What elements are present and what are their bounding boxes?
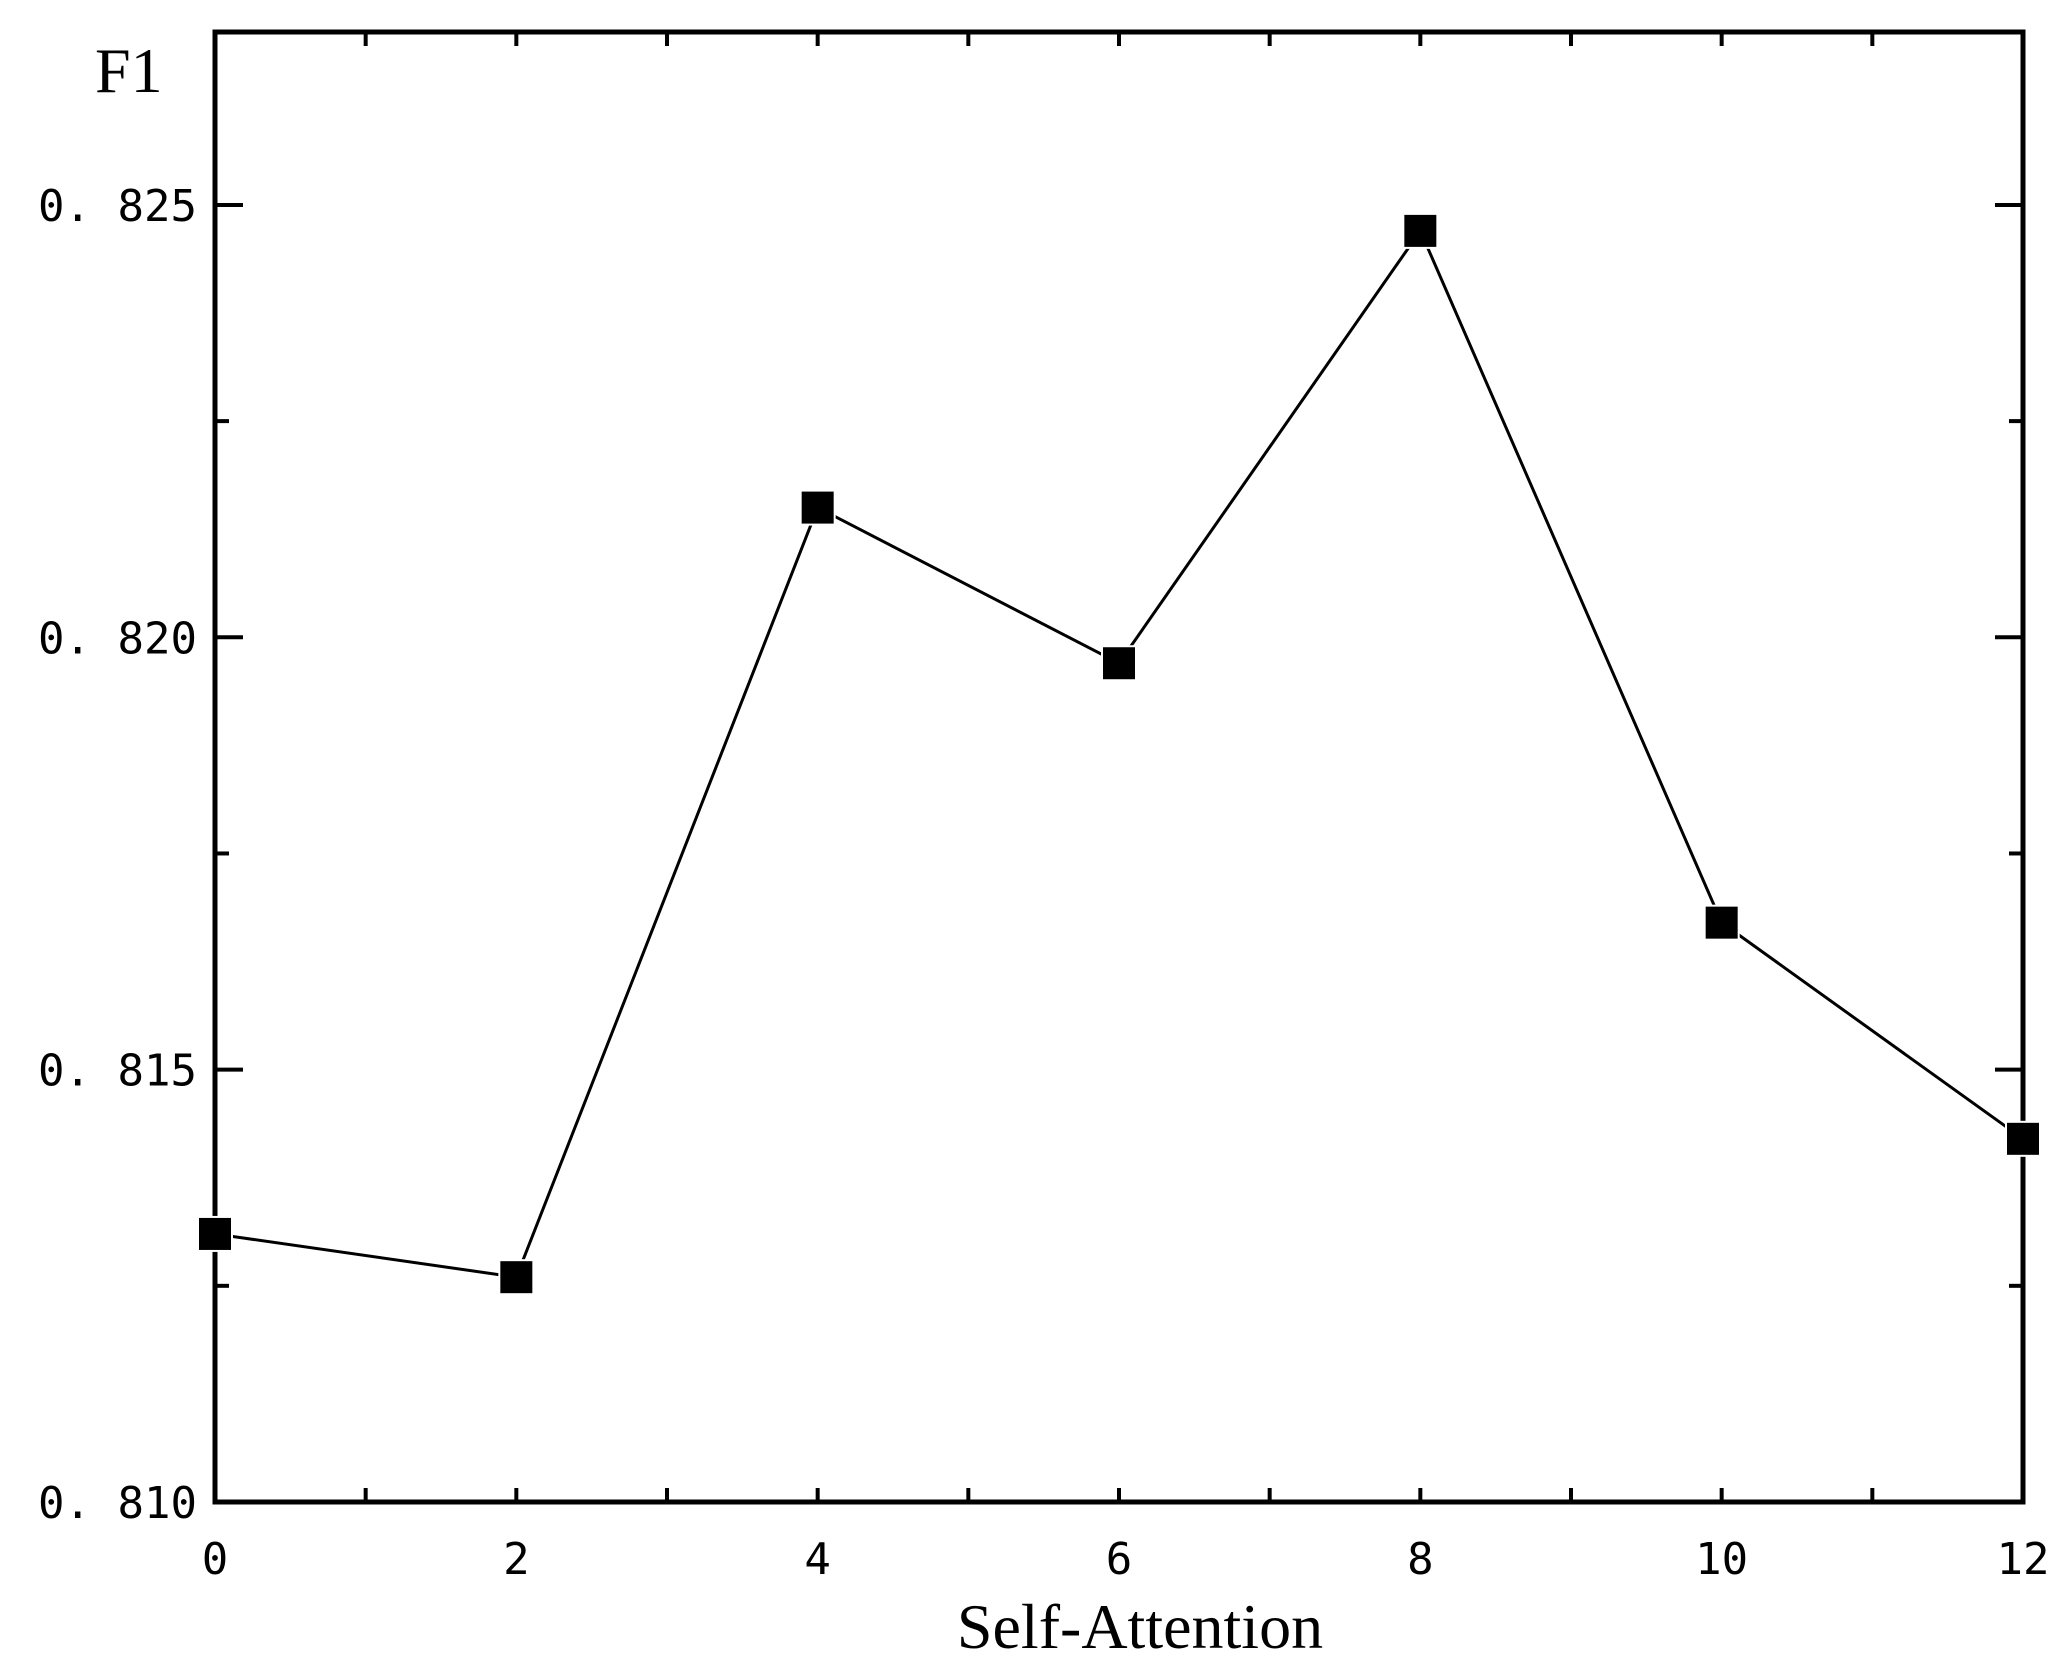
data-point-marker xyxy=(1402,212,1439,249)
x-tick-label: 10 xyxy=(1695,1534,1748,1585)
data-point-marker xyxy=(197,1215,233,1252)
y-tick-label: 0. 825 xyxy=(38,181,197,232)
x-tick-label: 4 xyxy=(804,1534,831,1585)
data-point-marker xyxy=(799,489,836,526)
data-markers xyxy=(197,212,2041,1296)
x-tick-label: 0 xyxy=(202,1534,229,1585)
data-point-marker xyxy=(498,1259,535,1296)
y-tick-label: 0. 820 xyxy=(38,613,197,664)
y-tick-label: 0. 810 xyxy=(38,1478,197,1529)
y-tick-label: 0. 815 xyxy=(38,1046,197,1097)
data-point-marker xyxy=(1703,904,1740,941)
data-point-marker xyxy=(2005,1120,2041,1157)
x-tick-label: 12 xyxy=(1997,1534,2050,1585)
axis-tick-labels: 0 2 4 6 8 10 12 0. 810 0. 815 0. 820 0. 825 xyxy=(38,181,2049,1585)
x-tick-label: 8 xyxy=(1407,1534,1434,1585)
x-tick-label: 6 xyxy=(1106,1534,1133,1585)
x-axis-title: Self-Attention xyxy=(957,1591,1323,1659)
data-point-marker xyxy=(1101,645,1137,682)
plot-frame xyxy=(212,29,2026,1505)
x-tick-label: 2 xyxy=(503,1534,530,1585)
series-line xyxy=(214,227,2024,1279)
y-axis-title: F1 xyxy=(95,35,163,106)
axis-ticks xyxy=(213,32,2025,1504)
